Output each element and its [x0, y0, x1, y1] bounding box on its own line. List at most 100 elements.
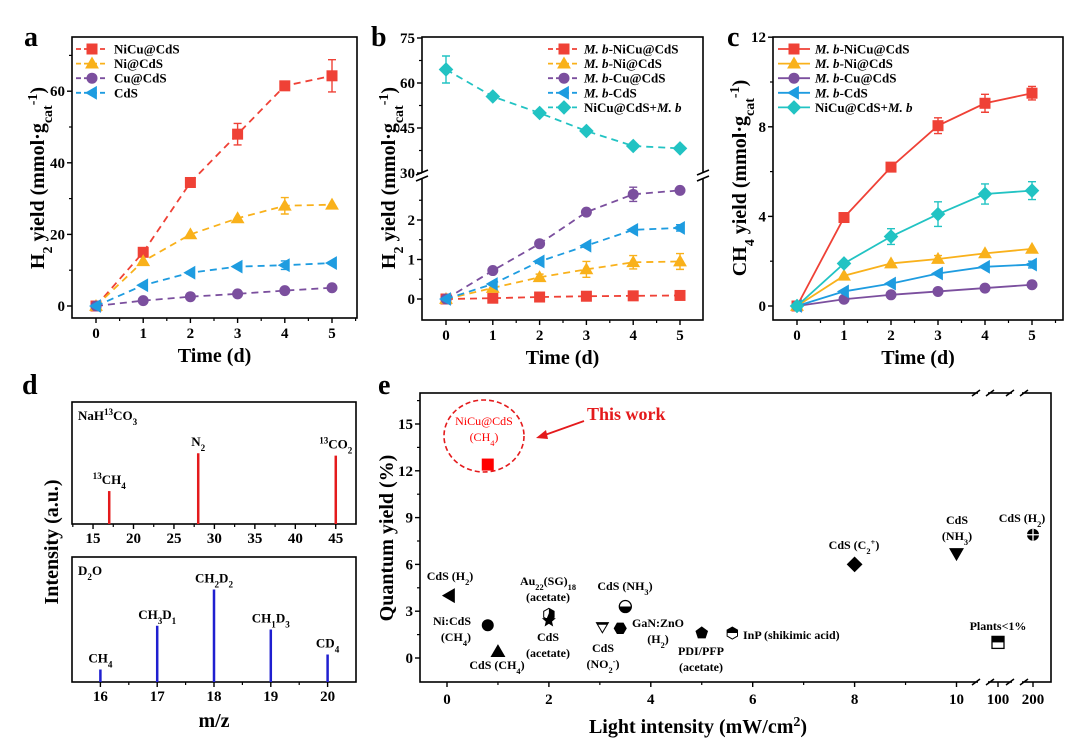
text-span: NiCu@CdS+	[815, 100, 888, 115]
text-span: Plants<1%	[970, 619, 1027, 633]
text-span: 2	[408, 213, 416, 229]
text-span: 13	[93, 471, 103, 481]
triangle-up-marker	[85, 56, 99, 69]
legend-label: NiCu@CdS+M. b	[815, 100, 913, 115]
text-span: 13	[104, 407, 114, 417]
circle-marker	[979, 282, 991, 294]
x-axis-label: Time (d)	[178, 345, 252, 367]
x-tick-label: 3	[234, 326, 242, 342]
triangle-up-marker	[673, 254, 687, 267]
circle-marker	[674, 184, 686, 196]
circle-marker	[932, 285, 944, 297]
x-tick-label: 5	[328, 326, 336, 342]
axis-break-gap	[1012, 679, 1022, 685]
text-span: M. b	[887, 100, 913, 115]
axis-break-gap	[419, 173, 425, 179]
x-axis-label: Light intensity (mW/cm2)	[589, 715, 807, 739]
text-span: 17	[150, 689, 166, 705]
text-span: 4	[335, 645, 340, 655]
x-tick-label: 8	[851, 692, 859, 708]
circle-marker	[1026, 279, 1038, 291]
text-span: yield (mmol·g	[729, 116, 751, 239]
y-tick-label: 30	[400, 166, 415, 182]
text-span: 20	[320, 689, 335, 705]
chart-d	[71, 401, 357, 687]
text-span: 15	[86, 531, 101, 547]
pentagon-marker	[695, 626, 709, 639]
text-span: )	[467, 630, 471, 644]
x-tick-label: 3	[583, 328, 591, 344]
series-0	[440, 289, 686, 305]
text-span: 1	[489, 328, 497, 344]
text-span: CO	[113, 408, 133, 423]
diamond-marker	[836, 256, 852, 271]
text-span: 2	[887, 328, 895, 344]
y-tick-label: 20	[50, 227, 65, 243]
series-2	[440, 184, 686, 305]
text-span: m/z	[198, 710, 229, 732]
point-label: (acetate)	[679, 660, 723, 674]
x-tick-label: 200	[1022, 692, 1045, 708]
text-span: N	[191, 434, 201, 449]
text-span: 100	[987, 692, 1010, 708]
x-tick-label: 2	[545, 692, 553, 708]
text-span: 40	[288, 531, 303, 547]
diamond-marker	[1024, 183, 1040, 198]
triangle-left-marker	[277, 258, 290, 273]
point-label: (acetate)	[526, 590, 570, 604]
x-tick-label: 4	[647, 692, 655, 708]
x-axis-label: Time (d)	[881, 347, 955, 369]
crossed-circle-marker-cross	[1027, 528, 1039, 541]
triangle-left-marker	[672, 220, 685, 235]
x-tick-label: 40	[288, 531, 303, 547]
point-label: (acetate)	[526, 646, 570, 660]
diamond-marker	[977, 186, 993, 202]
triangle-down-marker	[949, 548, 964, 562]
text-span: -CdS	[609, 85, 637, 100]
text-span: D	[219, 571, 228, 586]
data-point	[618, 599, 632, 614]
point-label: CdS (NH3)	[597, 579, 652, 597]
point-label: NiCu@CdS	[455, 414, 513, 428]
series-line	[796, 283, 1033, 307]
text-span: 0	[793, 328, 801, 344]
series-line	[445, 68, 681, 150]
text-span: 2	[465, 578, 469, 587]
square-marker	[481, 458, 494, 471]
triangle-up-marker	[230, 211, 245, 224]
text-span: 18	[568, 583, 576, 592]
peak-label: N2	[191, 434, 205, 453]
diamond-marker	[579, 123, 594, 139]
half-square-marker-fill	[992, 636, 1004, 643]
triangle-left-marker	[230, 259, 243, 274]
text-span: Light intensity (mW/cm	[589, 716, 794, 738]
axis-break-gap	[1012, 390, 1022, 396]
half-circle-marker-fill	[619, 606, 632, 613]
text-span: 22	[535, 583, 543, 592]
text-span: 8	[759, 120, 767, 136]
chart-a	[67, 36, 358, 323]
text-span: NiCu@CdS	[114, 42, 180, 57]
text-span: cat	[743, 98, 758, 116]
y-tick-label: 4	[759, 209, 767, 225]
axis-break-gap	[978, 679, 988, 685]
chart-b	[415, 36, 710, 325]
legend-item	[778, 43, 810, 55]
text-span: (CH	[470, 430, 491, 444]
point-label: Ni:CdS	[433, 614, 471, 628]
triangle-left-marker	[183, 265, 196, 280]
text-span: 2	[348, 446, 353, 456]
text-span: 0	[759, 299, 767, 315]
legend-item	[76, 72, 108, 84]
triangle-left-marker	[88, 299, 101, 313]
text-span: 4	[516, 667, 521, 676]
circle-marker	[627, 188, 639, 200]
text-span: (NO	[587, 657, 609, 671]
triangle-up-marker	[136, 254, 151, 267]
square-marker	[788, 43, 800, 55]
series-line	[445, 189, 681, 300]
triangle-up-marker	[626, 255, 641, 268]
circle-marker	[137, 295, 149, 307]
triangle-left-marker	[836, 284, 849, 299]
text-span: 3	[406, 604, 414, 620]
